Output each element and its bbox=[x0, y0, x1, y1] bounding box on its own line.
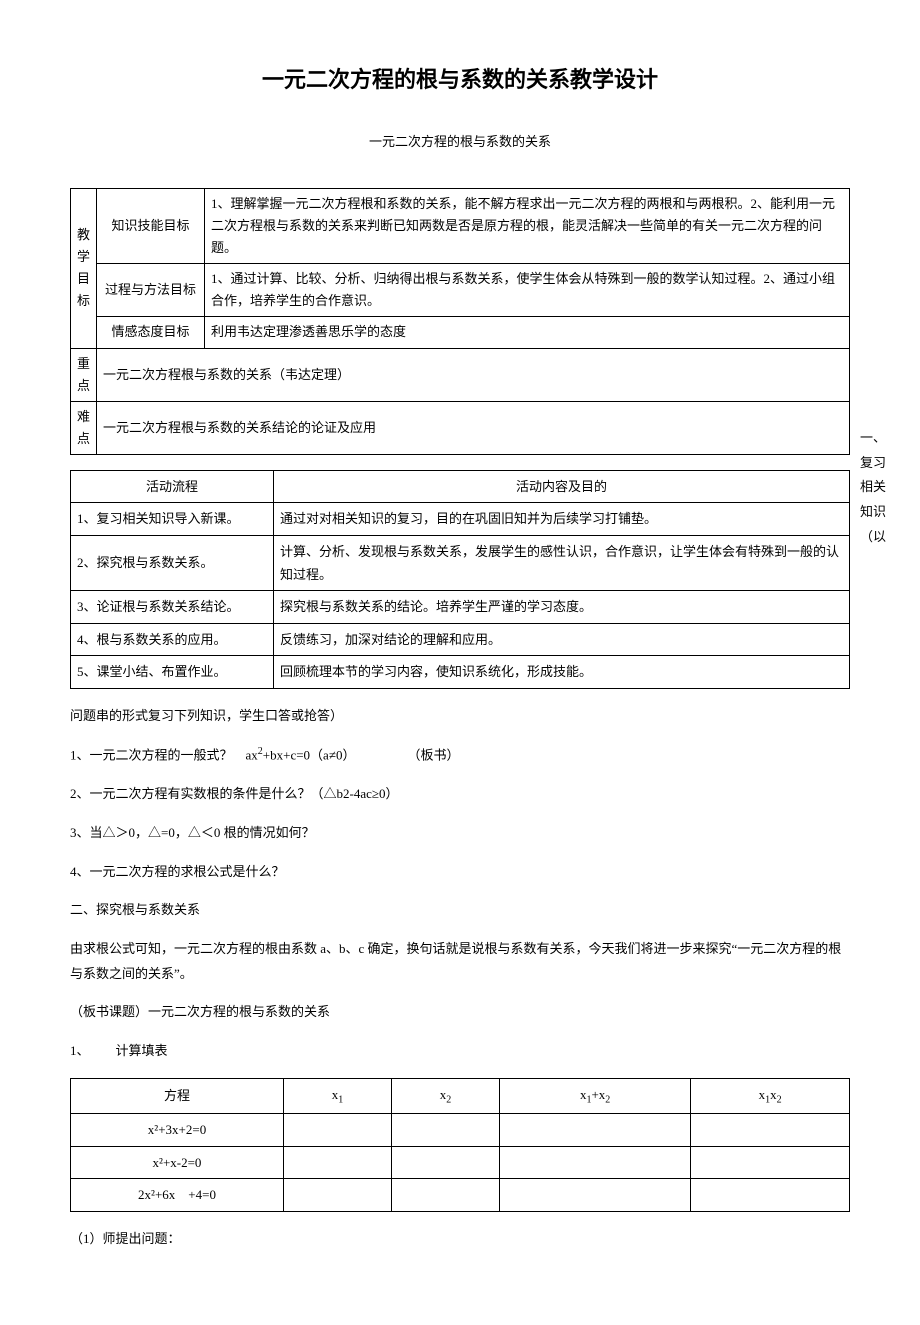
para-calc: 1、 计算填表 bbox=[70, 1039, 850, 1064]
calc-head-eq: 方程 bbox=[71, 1078, 284, 1114]
table-row: 4、根与系数关系的应用。反馈练习，加深对结论的理解和应用。 bbox=[71, 623, 850, 655]
q1-mid: +bx+c=0（a≠0） （板书） bbox=[263, 748, 460, 763]
side-note: 一、复习相关知识（以 bbox=[860, 426, 890, 549]
table-row: x²+3x+2=0 bbox=[71, 1114, 850, 1146]
para-desc: 由求根公式可知，一元二次方程的根由系数 a、b、c 确定，换句话就是说根与系数有… bbox=[70, 937, 850, 986]
flow-table: 活动流程 活动内容及目的 1、复习相关知识导入新课。通过对对相关知识的复习，目的… bbox=[70, 470, 850, 689]
tables-wrap: 教学目标 知识技能目标 1、理解掌握一元二次方程根和系数的关系，能不解方程求出一… bbox=[70, 188, 850, 689]
goal-text-1: 1、通过计算、比较、分析、归纳得出根与系数关系，使学生体会从特殊到一般的数学认知… bbox=[205, 264, 850, 317]
diff-label: 难点 bbox=[71, 401, 97, 454]
calc-head-x1: x1 bbox=[284, 1078, 392, 1114]
goal-label-0: 知识技能目标 bbox=[97, 188, 205, 263]
para-q4: 4、一元二次方程的求根公式是什么？ bbox=[70, 860, 850, 885]
key-text: 一元二次方程根与系数的关系（韦达定理） bbox=[97, 348, 850, 401]
table-row: x²+x-2=0 bbox=[71, 1146, 850, 1178]
table-row: 1、复习相关知识导入新课。通过对对相关知识的复习，目的在巩固旧知并为后续学习打铺… bbox=[71, 503, 850, 535]
section-h2: 二、探究根与系数关系 bbox=[70, 898, 850, 923]
goals-header: 教学目标 bbox=[71, 188, 97, 348]
table-row: 2x²+6x +4=0 bbox=[71, 1179, 850, 1211]
page-subtitle: 一元二次方程的根与系数的关系 bbox=[70, 130, 850, 153]
diff-text: 一元二次方程根与系数的关系结论的论证及应用 bbox=[97, 401, 850, 454]
calc-head-sum: x1+x2 bbox=[500, 1078, 691, 1114]
goal-text-0: 1、理解掌握一元二次方程根和系数的关系，能不解方程求出一元二次方程的两根和与两根… bbox=[205, 188, 850, 263]
para-footer: （1）师提出问题： bbox=[70, 1227, 850, 1252]
calc-head-x2: x2 bbox=[392, 1078, 500, 1114]
calc-table: 方程 x1 x2 x1+x2 x1x2 x²+3x+2=0 x²+x-2=0 2… bbox=[70, 1078, 850, 1212]
para-intro: 问题串的形式复习下列知识，学生口答或抢答） bbox=[70, 704, 850, 729]
table-row: 5、课堂小结、布置作业。回顾梳理本节的学习内容，使知识系统化，形成技能。 bbox=[71, 656, 850, 688]
goal-label-1: 过程与方法目标 bbox=[97, 264, 205, 317]
calc-head-prod: x1x2 bbox=[691, 1078, 850, 1114]
flow-head-1: 活动流程 bbox=[71, 470, 274, 502]
para-q2: 2、一元二次方程有实数根的条件是什么？（△b2-4ac≥0） bbox=[70, 782, 850, 807]
goal-label-2: 情感态度目标 bbox=[97, 317, 205, 348]
goal-text-2: 利用韦达定理渗透善思乐学的态度 bbox=[205, 317, 850, 348]
goals-table: 教学目标 知识技能目标 1、理解掌握一元二次方程根和系数的关系，能不解方程求出一… bbox=[70, 188, 850, 455]
key-label: 重点 bbox=[71, 348, 97, 401]
para-q3: 3、当△＞0，△=0，△＜0 根的情况如何？ bbox=[70, 821, 850, 846]
para-q1: 1、一元二次方程的一般式？ ax2+bx+c=0（a≠0） （板书） bbox=[70, 742, 850, 768]
q1-pre: 1、一元二次方程的一般式？ ax bbox=[70, 748, 258, 763]
page-title: 一元二次方程的根与系数的关系教学设计 bbox=[70, 60, 850, 100]
para-board: （板书课题）一元二次方程的根与系数的关系 bbox=[70, 1000, 850, 1025]
table-row: 3、论证根与系数关系结论。探究根与系数关系的结论。培养学生严谨的学习态度。 bbox=[71, 591, 850, 623]
table-row: 2、探究根与系数关系。计算、分析、发现根与系数关系，发展学生的感性认识，合作意识… bbox=[71, 535, 850, 591]
flow-head-2: 活动内容及目的 bbox=[274, 470, 850, 502]
